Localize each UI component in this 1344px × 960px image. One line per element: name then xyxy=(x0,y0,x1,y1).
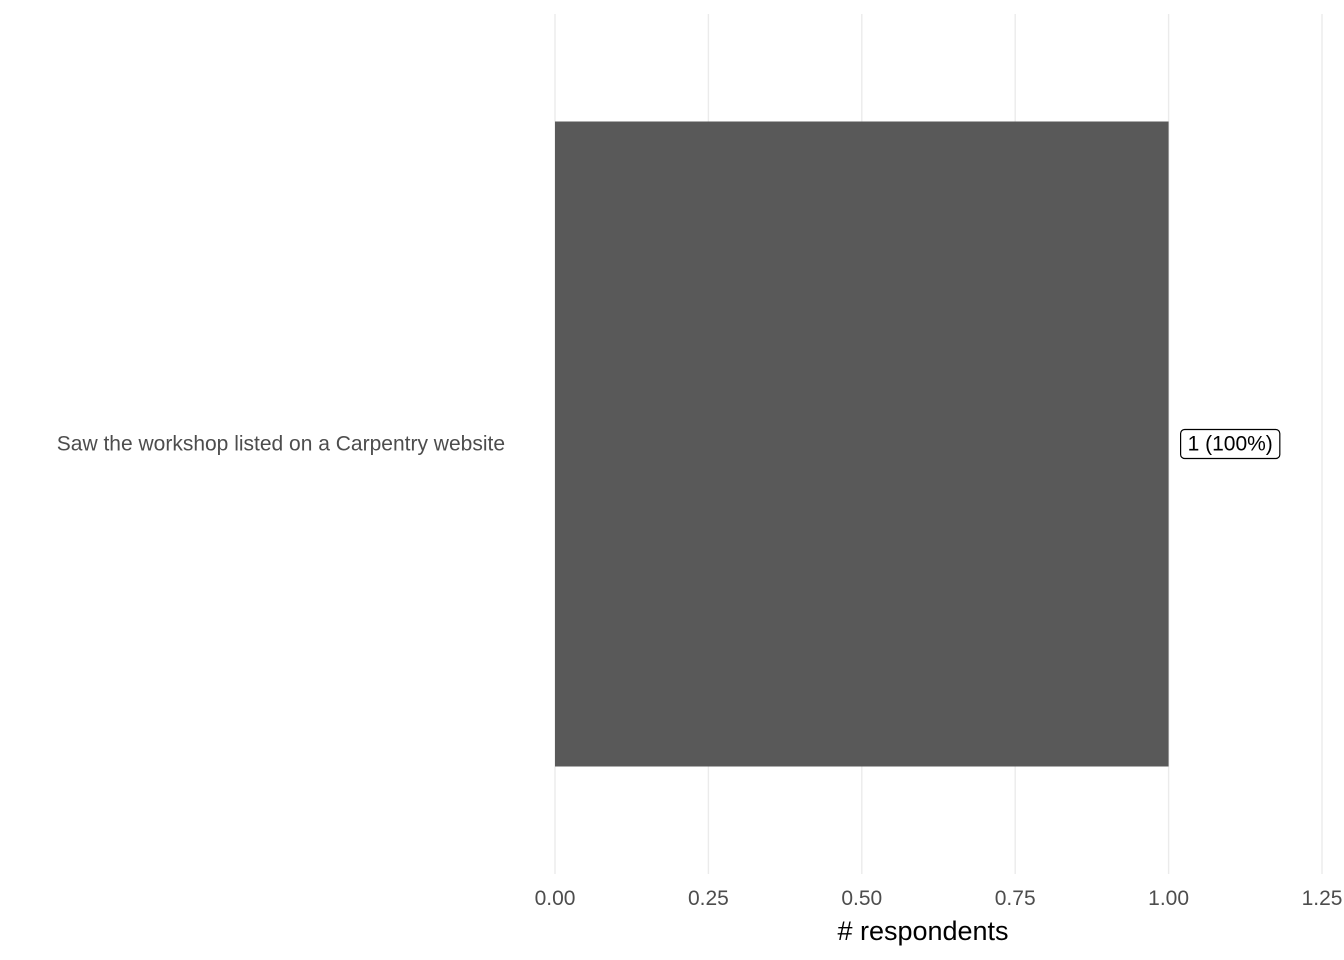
x-tick-label-3: 0.75 xyxy=(995,887,1036,910)
x-tick-label-4: 1.00 xyxy=(1148,887,1189,910)
data-label-0: 1 (100%) xyxy=(1179,428,1281,460)
bar-0 xyxy=(555,121,1169,767)
category-label-0: Saw the workshop listed on a Carpentry w… xyxy=(57,433,505,456)
data-label-box-0 xyxy=(1179,428,1281,460)
x-tick-label-2: 0.50 xyxy=(841,887,882,910)
x-axis-tick-labels: 0.00 0.25 0.50 0.75 1.00 1.25 xyxy=(535,887,1343,910)
x-tick-label-1: 0.25 xyxy=(688,887,729,910)
data-labels: 1 (100%) xyxy=(1179,428,1281,460)
x-tick-label-5: 1.25 xyxy=(1302,887,1343,910)
x-axis-title: # respondents xyxy=(837,916,1008,946)
data-label-text-0: 1 (100%) xyxy=(1188,433,1273,456)
bars xyxy=(555,121,1169,767)
x-tick-label-0: 0.00 xyxy=(535,887,576,910)
category-labels: Saw the workshop listed on a Carpentry w… xyxy=(57,433,505,456)
